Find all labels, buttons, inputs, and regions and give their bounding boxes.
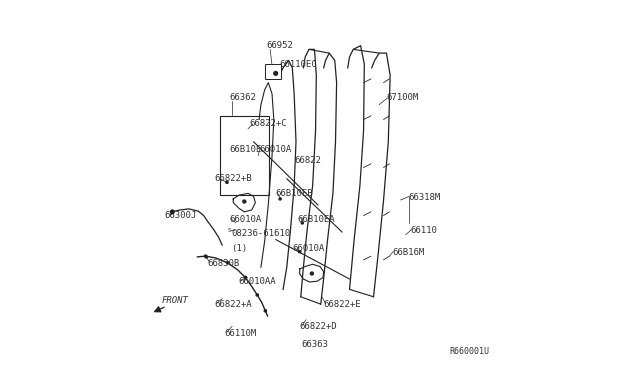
Circle shape: [274, 71, 278, 75]
Text: 66B10EB: 66B10EB: [276, 189, 314, 198]
Text: 67100M: 67100M: [387, 93, 419, 102]
Circle shape: [227, 262, 229, 264]
Text: 66830B: 66830B: [207, 259, 239, 268]
Circle shape: [204, 255, 207, 257]
Text: 66822+D: 66822+D: [300, 322, 337, 331]
Text: 66362: 66362: [230, 93, 257, 102]
Text: 66822+E: 66822+E: [324, 300, 362, 309]
Circle shape: [170, 210, 174, 214]
Circle shape: [299, 251, 301, 253]
Text: (1): (1): [230, 244, 247, 253]
Text: 66B10E: 66B10E: [230, 145, 262, 154]
Bar: [220, 116, 269, 195]
Circle shape: [279, 198, 281, 200]
Text: 66010AA: 66010AA: [239, 278, 276, 286]
Text: 66B10EA: 66B10EA: [298, 215, 335, 224]
Circle shape: [205, 256, 207, 258]
Text: 66300J: 66300J: [164, 211, 196, 220]
FancyBboxPatch shape: [264, 64, 281, 79]
Text: 66110M: 66110M: [224, 329, 256, 338]
Circle shape: [226, 181, 228, 183]
Text: 66363: 66363: [301, 340, 328, 349]
Text: 08236-61610: 08236-61610: [232, 230, 291, 238]
Circle shape: [244, 276, 246, 279]
Text: R660001U: R660001U: [450, 347, 490, 356]
Circle shape: [243, 200, 246, 203]
Text: 66822: 66822: [294, 155, 321, 165]
Text: 66952: 66952: [266, 41, 293, 50]
Text: 66822+B: 66822+B: [215, 174, 252, 183]
Circle shape: [244, 276, 246, 279]
Text: 66010A: 66010A: [259, 145, 291, 154]
Text: 66110: 66110: [410, 226, 437, 235]
Text: FRONT: FRONT: [162, 296, 189, 305]
Text: 66110EC: 66110EC: [280, 60, 317, 69]
Text: S: S: [227, 228, 231, 233]
Text: 66822+A: 66822+A: [215, 300, 252, 309]
Circle shape: [264, 310, 266, 312]
Text: 66318M: 66318M: [408, 193, 441, 202]
Circle shape: [310, 272, 314, 275]
Circle shape: [301, 222, 303, 224]
Text: 66010A: 66010A: [230, 215, 262, 224]
Text: 66B16M: 66B16M: [392, 248, 424, 257]
Circle shape: [256, 294, 259, 296]
Text: 66010A: 66010A: [292, 244, 324, 253]
Text: 66822+C: 66822+C: [250, 119, 287, 128]
